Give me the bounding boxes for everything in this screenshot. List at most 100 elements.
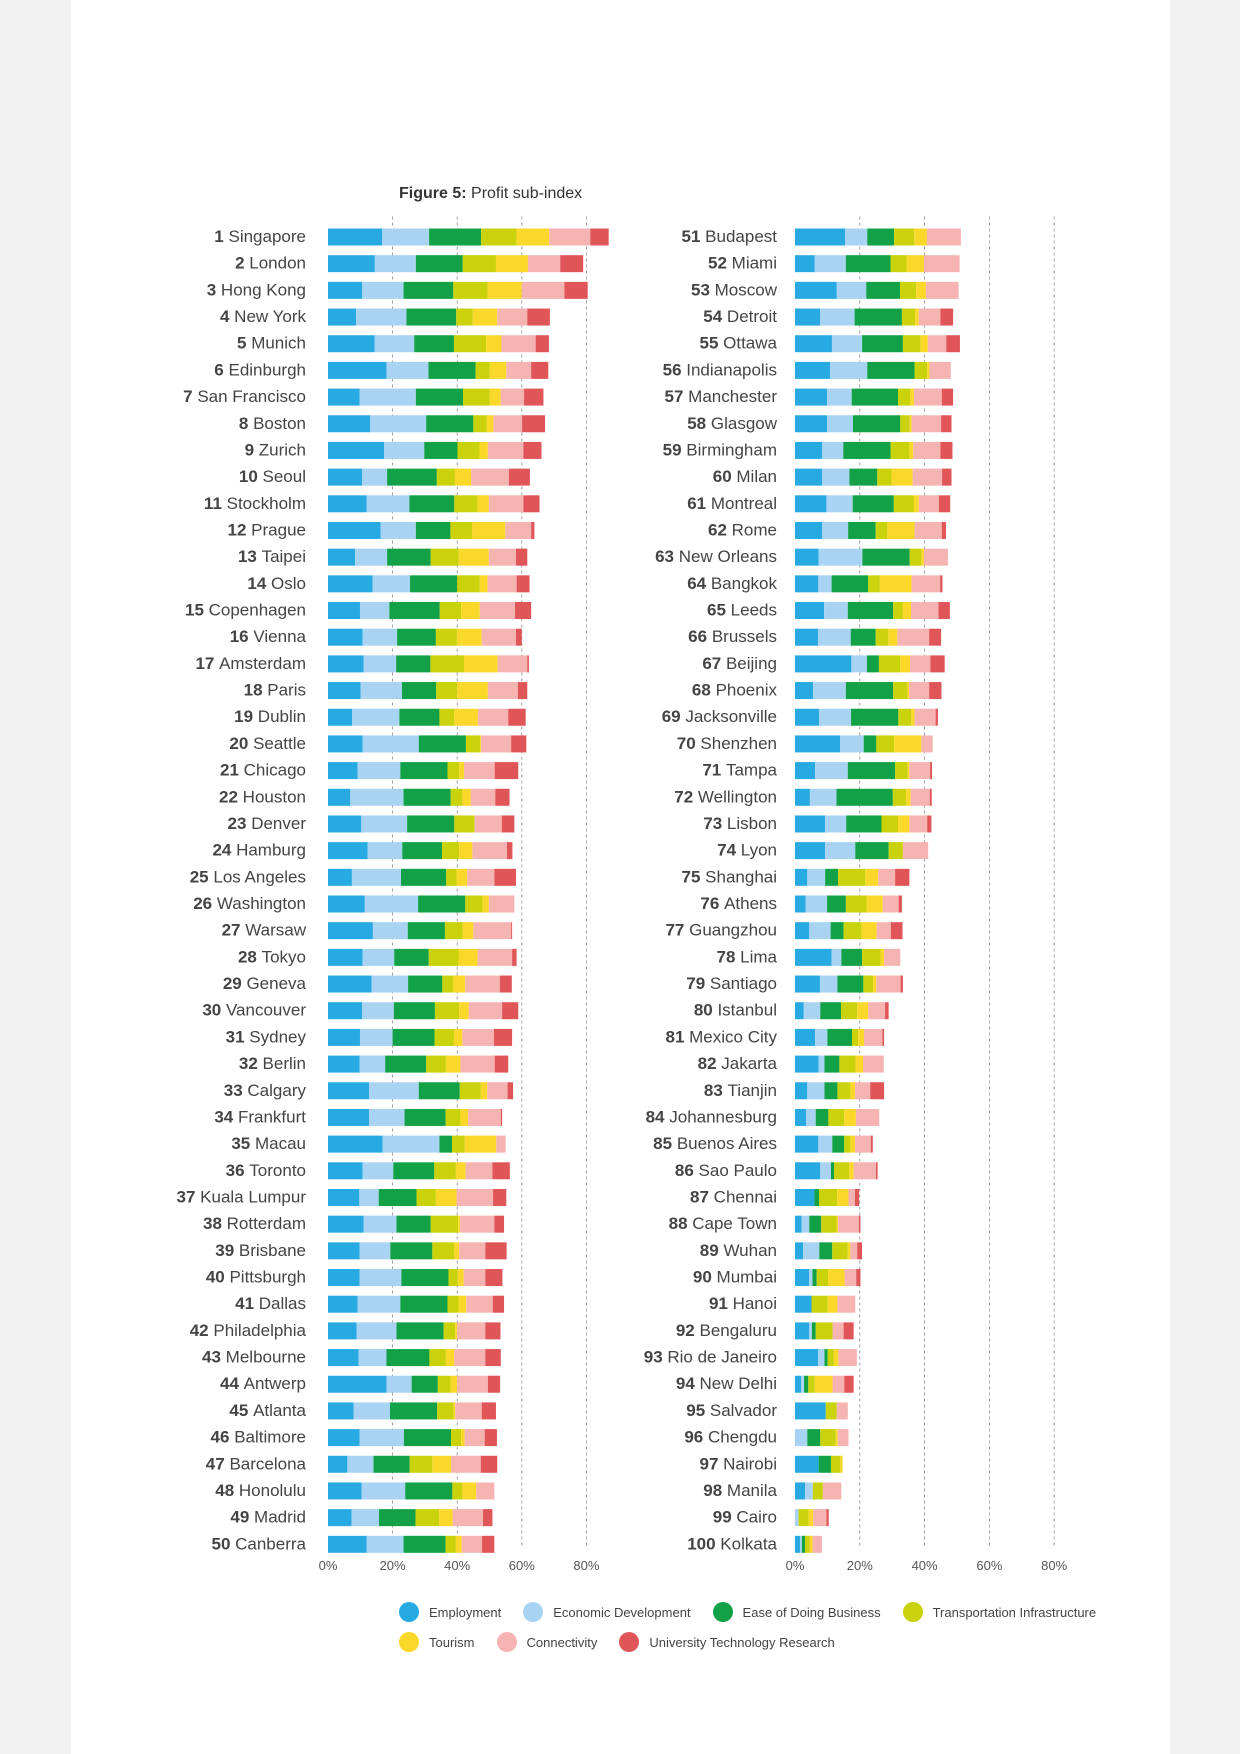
bar-segment-edinburgh-ease-of-doing-business: [428, 361, 476, 379]
row-city: Brussels: [712, 627, 777, 646]
bar-segment-cairo-economic-development: [795, 1509, 799, 1527]
row-label-lyon: 74 Lyon: [717, 841, 777, 860]
bar-segment-ottawa-tourism: [920, 335, 928, 353]
bar-segment-philadelphia-employment: [328, 1322, 357, 1340]
bar-segment-mumbai-tourism: [828, 1269, 845, 1287]
bar-segment-vancouver-transportation-infrastructure: [434, 1002, 460, 1020]
bar-segment-macau-connectivity: [496, 1135, 506, 1153]
row-city: Warsaw: [245, 921, 306, 940]
row-rank: 96: [684, 1428, 708, 1447]
row-label-leeds: 65 Leeds: [707, 601, 777, 620]
row-city: Hamburg: [236, 841, 306, 860]
bar-segment-wuhan-tourism: [847, 1242, 851, 1260]
row-city: Amsterdam: [219, 654, 306, 673]
row-rank: 66: [688, 627, 712, 646]
bar-segment-seoul-employment: [328, 468, 363, 486]
row-label-tokyo: 28 Tokyo: [238, 947, 306, 966]
row-city: Dublin: [258, 707, 306, 726]
bar-segment-london-connectivity: [527, 255, 561, 273]
bar-segment-bengaluru-economic-development: [809, 1322, 812, 1340]
row-label-indianapolis: 56 Indianapolis: [663, 360, 777, 379]
row-label-jacksonville: 69 Jacksonville: [662, 707, 777, 726]
bar-segment-phoenix-employment: [795, 682, 814, 700]
bar-segment-stockholm-tourism: [477, 495, 489, 513]
bar-segment-ottawa-employment: [795, 335, 832, 353]
row-rank: 71: [702, 761, 726, 780]
bar-segment-new-delhi-tourism: [814, 1375, 833, 1393]
row-city: Hong Kong: [221, 280, 306, 299]
bar-segment-new-york-economic-development: [356, 308, 407, 326]
bar-segment-singapore-employment: [328, 228, 383, 246]
bar-segment-wellington-economic-development: [809, 788, 837, 806]
bar-segment-leeds-connectivity: [910, 602, 939, 620]
bar-segment-rio-de-janeiro-employment: [795, 1349, 818, 1367]
row-rank: 51: [682, 227, 706, 246]
row-label-new-york: 4 New York: [220, 307, 307, 326]
bar-segment-mumbai-economic-development: [809, 1269, 813, 1287]
bar-segment-new-orleans-transportation-infrastructure: [909, 548, 922, 566]
row-rank: 86: [675, 1161, 699, 1180]
row-label-kuala-lumpur: 37 Kuala Lumpur: [177, 1187, 307, 1206]
bar-segment-dallas-economic-development: [357, 1295, 401, 1313]
row-city: Ottawa: [723, 334, 777, 353]
bar-segment-stockholm-transportation-infrastructure: [454, 495, 478, 513]
row-label-seattle: 20 Seattle: [229, 734, 306, 753]
row-rank: 3: [207, 280, 221, 299]
bar-segment-taipei-employment: [328, 548, 356, 566]
row-city: Lima: [740, 947, 777, 966]
legend-swatch-economic-development: [523, 1602, 544, 1622]
bar-segment-boston-connectivity: [493, 415, 523, 433]
bar-segment-indianapolis-economic-development: [829, 361, 868, 379]
bar-segment-toronto-university-technology-research: [492, 1162, 510, 1180]
bar-segment-sydney-ease-of-doing-business: [392, 1028, 435, 1046]
row-city: Singapore: [228, 227, 306, 246]
bar-segment-istanbul-tourism: [857, 1002, 869, 1020]
bar-segment-kolkata-tourism: [809, 1535, 813, 1553]
bar-segment-phoenix-tourism: [907, 682, 910, 700]
bar-segment-jacksonville-tourism: [911, 708, 915, 726]
bar-segment-mumbai-university-technology-research: [856, 1269, 861, 1287]
bar-segment-wellington-employment: [795, 788, 810, 806]
bar-segment-nairobi-transportation-infrastructure: [830, 1455, 841, 1473]
bar-segment-hong-kong-tourism: [487, 281, 522, 299]
bar-segment-manchester-university-technology-research: [941, 388, 954, 406]
bar-segment-berlin-university-technology-research: [494, 1055, 509, 1073]
bar-segment-amsterdam-employment: [328, 655, 364, 673]
bar-segment-bengaluru-employment: [795, 1322, 810, 1340]
bar-segment-melbourne-transportation-infrastructure: [429, 1349, 446, 1367]
row-label-houston: 22 Houston: [219, 787, 306, 806]
bar-segment-beijing-transportation-infrastructure: [878, 655, 901, 673]
bar-segment-birmingham-university-technology-research: [940, 441, 953, 459]
bar-segment-honolulu-ease-of-doing-business: [405, 1482, 453, 1500]
row-city: Athens: [724, 894, 777, 913]
bar-segment-manila-transportation-infrastructure: [812, 1482, 823, 1500]
bar-segment-washington-economic-development: [364, 895, 419, 913]
row-city: Bangkok: [711, 574, 778, 593]
row-city: Jakarta: [721, 1054, 777, 1073]
bar-segment-seoul-university-technology-research: [508, 468, 530, 486]
row-rank: 50: [211, 1534, 235, 1553]
bar-segment-seoul-transportation-infrastructure: [436, 468, 455, 486]
bar-segment-montreal-economic-development: [826, 495, 853, 513]
bar-segment-miami-transportation-infrastructure: [890, 255, 907, 273]
bar-segment-salvador-connectivity: [836, 1402, 848, 1420]
row-city: Atlanta: [253, 1401, 306, 1420]
bar-segment-mumbai-employment: [795, 1269, 810, 1287]
bar-segment-san-francisco-tourism: [489, 388, 501, 406]
row-city: Buenos Aires: [677, 1134, 777, 1153]
bar-segment-barcelona-transportation-infrastructure: [409, 1455, 433, 1473]
row-label-berlin: 32 Berlin: [239, 1054, 306, 1073]
row-city: Seoul: [263, 467, 306, 486]
bar-segment-edinburgh-transportation-infrastructure: [475, 361, 490, 379]
bar-segment-oslo-connectivity: [487, 575, 517, 593]
bar-segment-macau-transportation-infrastructure: [452, 1135, 465, 1153]
row-label-geneva: 29 Geneva: [223, 974, 307, 993]
bar-segment-madrid-university-technology-research: [483, 1509, 493, 1527]
row-rank: 41: [235, 1294, 259, 1313]
bar-segment-wellington-ease-of-doing-business: [836, 788, 893, 806]
row-city: New Orleans: [679, 547, 777, 566]
bar-segment-paris-employment: [328, 682, 361, 700]
row-label-brisbane: 39 Brisbane: [215, 1241, 306, 1260]
row-city: Oslo: [271, 574, 306, 593]
